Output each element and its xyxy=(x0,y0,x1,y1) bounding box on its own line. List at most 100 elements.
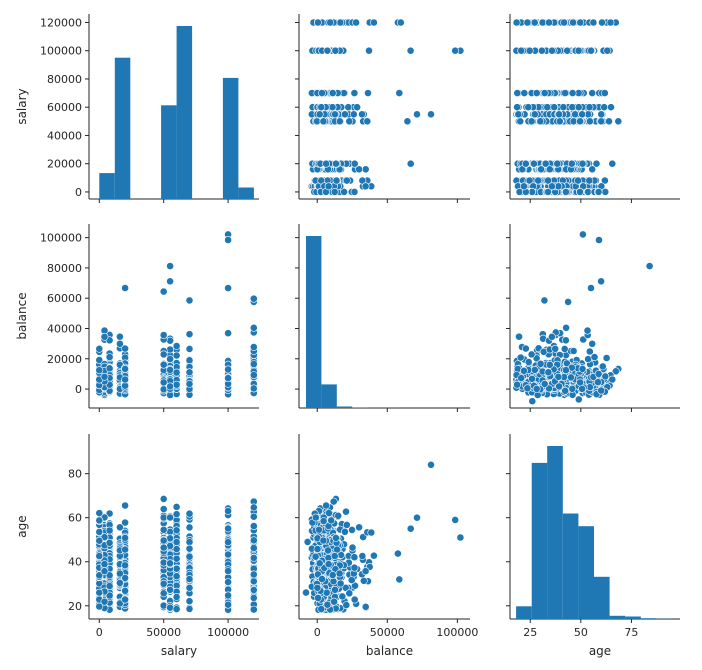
hist-bar-balance xyxy=(306,236,322,408)
point-salary-vs-balance xyxy=(332,176,341,185)
point-age-vs-salary xyxy=(224,591,232,600)
outlier-age-vs-balance xyxy=(427,460,435,469)
point-age-vs-salary xyxy=(249,594,258,602)
hist-bar-balance xyxy=(321,384,337,408)
xtick-label-age: 50 xyxy=(574,626,588,639)
point-balance-vs-age xyxy=(583,326,592,335)
point-age-vs-salary xyxy=(95,536,104,545)
point-age-vs-salary xyxy=(249,512,258,521)
xtick-label-age: 75 xyxy=(624,626,638,639)
point-salary-vs-age xyxy=(586,117,594,126)
point-age-vs-salary xyxy=(121,586,129,595)
outlier-balance-vs-salary xyxy=(166,262,174,270)
point-salary-vs-age xyxy=(537,165,545,174)
point-age-vs-salary xyxy=(105,538,114,547)
point-balance-vs-age xyxy=(527,350,536,359)
point-balance-vs-salary xyxy=(166,345,174,354)
point-age-vs-salary xyxy=(185,605,194,613)
ytick-label-salary: 40000 xyxy=(47,129,82,142)
point-balance-vs-age xyxy=(513,380,521,389)
point-balance-vs-salary xyxy=(95,366,104,375)
point-salary-vs-balance xyxy=(331,159,340,168)
point-balance-vs-salary xyxy=(185,330,194,339)
point-balance-vs-salary xyxy=(249,371,258,379)
point-balance-vs-age xyxy=(516,353,525,362)
point-balance-vs-salary xyxy=(105,364,114,373)
point-salary-vs-balance xyxy=(355,165,363,174)
point-age-vs-salary xyxy=(172,502,181,511)
point-salary-vs-age xyxy=(538,46,546,55)
point-balance-vs-salary xyxy=(249,384,258,393)
ytick-label-balance: 100000 xyxy=(40,232,82,245)
point-age-vs-balance xyxy=(342,507,350,516)
hist-bar-age xyxy=(547,446,563,619)
ytick-label-balance: 0 xyxy=(75,383,82,396)
point-salary-vs-age xyxy=(576,18,585,27)
outlier-balance-vs-salary xyxy=(224,284,232,292)
point-age-vs-balance xyxy=(393,549,402,558)
point-balance-vs-age xyxy=(569,347,578,355)
outlier-balance-vs-salary xyxy=(159,287,168,296)
point-balance-vs-age xyxy=(594,369,603,378)
point-salary-vs-age xyxy=(578,110,586,119)
point-balance-vs-age xyxy=(515,332,523,341)
point-age-vs-balance xyxy=(327,516,336,525)
point-balance-vs-salary xyxy=(249,360,258,368)
point-age-vs-balance xyxy=(336,579,345,588)
point-balance-vs-salary xyxy=(159,331,168,339)
point-salary-vs-balance xyxy=(315,110,324,119)
point-salary-vs-age xyxy=(513,89,522,97)
point-balance-vs-age xyxy=(597,386,606,395)
point-salary-vs-age xyxy=(517,46,526,55)
point-balance-vs-age xyxy=(602,354,611,362)
point-age-vs-balance xyxy=(350,563,359,572)
point-age-vs-salary xyxy=(172,593,181,601)
point-salary-vs-balance xyxy=(328,103,337,112)
point-age-vs-salary xyxy=(249,554,258,562)
point-age-vs-salary xyxy=(121,545,129,554)
outlier-salary-vs-balance xyxy=(427,110,435,119)
point-age-vs-balance xyxy=(367,528,376,537)
point-age-vs-salary xyxy=(159,579,168,588)
point-salary-vs-age xyxy=(514,110,523,119)
point-salary-vs-balance xyxy=(345,117,354,126)
outlier-salary-vs-balance xyxy=(406,159,415,168)
point-balance-vs-salary xyxy=(185,368,194,377)
point-salary-vs-age xyxy=(569,117,578,126)
point-salary-vs-balance xyxy=(340,110,349,119)
point-age-vs-salary xyxy=(121,595,129,604)
point-salary-vs-age xyxy=(598,18,606,27)
point-age-vs-balance xyxy=(311,552,320,561)
point-salary-vs-age xyxy=(589,18,598,27)
xtick-label-salary: 100000 xyxy=(207,626,249,639)
point-age-vs-salary xyxy=(185,544,194,553)
point-salary-vs-balance xyxy=(342,176,351,185)
point-age-vs-balance xyxy=(342,601,351,609)
point-salary-vs-age xyxy=(554,182,563,191)
point-salary-vs-age xyxy=(512,18,521,27)
point-salary-vs-age xyxy=(527,117,536,126)
point-age-vs-balance xyxy=(342,521,351,529)
point-balance-vs-salary xyxy=(159,350,168,359)
point-age-vs-salary xyxy=(249,522,258,530)
point-salary-vs-age xyxy=(574,46,583,55)
point-salary-vs-age xyxy=(588,165,597,174)
point-balance-vs-salary xyxy=(166,382,174,391)
point-balance-vs-age xyxy=(540,379,549,388)
point-salary-vs-age xyxy=(567,159,576,168)
point-balance-vs-salary xyxy=(224,329,232,338)
ytick-label-balance: 20000 xyxy=(47,353,82,366)
outlier-age-vs-balance xyxy=(303,538,312,546)
point-age-vs-salary xyxy=(249,586,258,594)
point-age-vs-salary xyxy=(159,558,168,567)
point-salary-vs-balance xyxy=(336,18,345,27)
point-balance-vs-salary xyxy=(224,365,232,374)
outlier-balance-vs-salary xyxy=(185,296,194,305)
outlier-salary-vs-balance xyxy=(395,89,404,97)
point-balance-vs-age xyxy=(528,374,536,383)
point-age-vs-balance xyxy=(324,546,332,555)
point-age-vs-salary xyxy=(172,605,181,613)
point-salary-vs-balance xyxy=(328,89,337,97)
point-salary-vs-balance xyxy=(319,117,328,126)
point-balance-vs-age xyxy=(590,353,599,361)
